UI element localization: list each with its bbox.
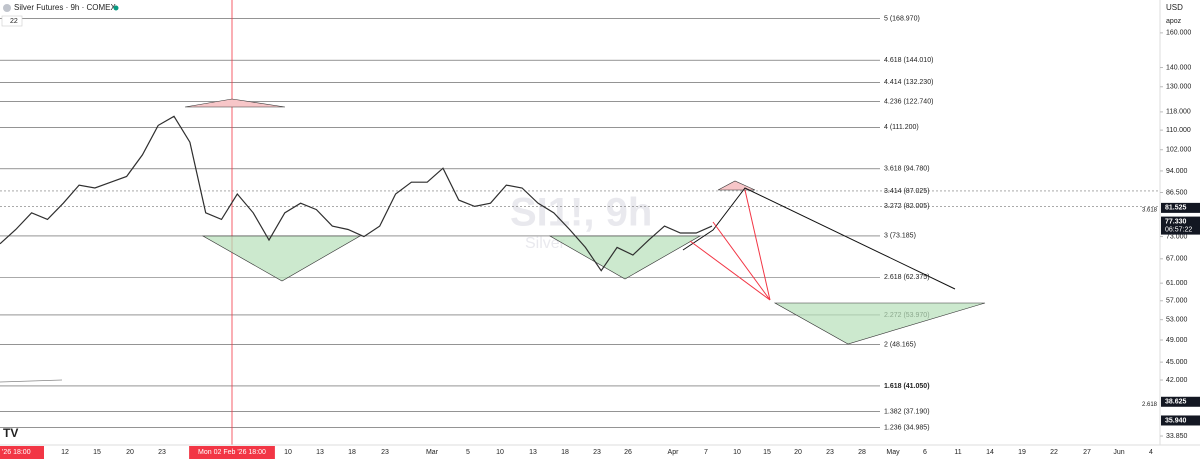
- y-tick-label: 42.000: [1166, 377, 1188, 384]
- fib-level-label: 4.236 (122.740): [884, 99, 933, 106]
- y-tick-label: 118.000: [1166, 109, 1191, 116]
- currency: USD: [1166, 3, 1183, 12]
- x-tick-label: 15: [763, 449, 771, 456]
- x-tick-label: Mar: [426, 449, 439, 456]
- x-tick-label: 18: [348, 449, 356, 456]
- x-tick-label: 20: [794, 449, 802, 456]
- price-tag-label: 81.525: [1165, 205, 1187, 212]
- y-tick-label: 61.000: [1166, 280, 1188, 287]
- projection-line: [744, 189, 771, 301]
- fib-level-label: 3.272 (82.005): [884, 203, 930, 210]
- x-tick-label: 15: [93, 449, 101, 456]
- price-tag: [1161, 202, 1200, 213]
- x-tick-label: 19: [1018, 449, 1026, 456]
- y-tick-label: 33.850: [1166, 433, 1188, 440]
- fib-level-label: 5 (168.970): [884, 16, 920, 23]
- watermark-symbol: SI1!, 9h: [510, 191, 652, 235]
- y-tick-label: 86.500: [1166, 189, 1188, 196]
- x-tick-label: 22: [1050, 449, 1058, 456]
- fib-level-label: 3.414 (87.025): [884, 188, 930, 195]
- pattern-triangle: [201, 235, 362, 282]
- x-tick-label: 18: [561, 449, 569, 456]
- y-tick-label: 49.000: [1166, 337, 1188, 344]
- x-tick-label: 14: [986, 449, 994, 456]
- y-tick-label: 160.000: [1166, 30, 1191, 37]
- market-status: [113, 5, 119, 11]
- target-triangle: [773, 302, 986, 345]
- price-tag: [1161, 415, 1200, 426]
- trend-line: [0, 379, 63, 383]
- x-tick-label: 7: [704, 449, 708, 456]
- fib-level-label: 1.382 (37.190): [884, 408, 930, 415]
- x-tick-label: '26 18:00: [2, 449, 31, 456]
- x-tick-label: 10: [496, 449, 504, 456]
- x-tick-label: 28: [858, 449, 866, 456]
- fib-level-label: 4 (111.200): [884, 124, 919, 131]
- y-tick-label: 94.000: [1166, 168, 1188, 175]
- indicator-count: 22: [10, 18, 18, 25]
- y-tick-label: 53.000: [1166, 316, 1188, 323]
- x-tick-label: Mon 02 Feb '26 18:00: [198, 449, 266, 456]
- symbol-icon: [3, 4, 11, 12]
- x-tick-label: 10: [284, 449, 292, 456]
- fib-level-label: 2 (48.165): [884, 341, 916, 348]
- y-tick-label: 130.000: [1166, 84, 1191, 91]
- y-tick-label: 140.000: [1166, 64, 1191, 71]
- x-tick-label: 11: [954, 449, 961, 456]
- x-tick-label: 13: [316, 449, 324, 456]
- price-line: [0, 115, 713, 272]
- scale-mode: apoz: [1166, 18, 1182, 25]
- price-tag-label: 77.330: [1165, 218, 1187, 225]
- x-tick-label: 20: [126, 449, 134, 456]
- x-tick-label: 23: [593, 449, 601, 456]
- y-tick-label: 73.000: [1166, 233, 1188, 240]
- x-tick-label: Jun: [1113, 449, 1124, 456]
- y-tick-label: 110.000: [1166, 127, 1191, 134]
- axis-note: 3.618: [1142, 207, 1158, 213]
- x-tick-label: May: [886, 449, 900, 456]
- fib-level-label: 1.236 (34.985): [884, 424, 930, 431]
- y-tick-label: 57.000: [1166, 298, 1188, 305]
- price-tag: [1161, 216, 1200, 235]
- x-tick-label: 6: [923, 449, 927, 456]
- y-tick-label: 67.000: [1166, 256, 1188, 263]
- y-tick-label: 102.000: [1166, 147, 1191, 154]
- x-tick-label: 4: [1149, 449, 1153, 456]
- x-highlight: [189, 446, 275, 459]
- x-tick-label: 23: [826, 449, 834, 456]
- x-tick-label: 23: [381, 449, 389, 456]
- fib-level-label: 1.618 (41.050): [884, 383, 930, 390]
- fib-level-label: 3.618 (94.780): [884, 166, 930, 173]
- price-tag-label: 35.940: [1165, 417, 1187, 424]
- indicator-toggle[interactable]: [1, 15, 23, 27]
- fib-level-label: 4.618 (144.010): [884, 57, 933, 64]
- x-highlight: [0, 446, 44, 459]
- x-tick-label: 13: [529, 449, 537, 456]
- x-tick-label: Apr: [668, 449, 680, 456]
- peak-triangle: [184, 98, 286, 108]
- x-tick-label: 23: [158, 449, 166, 456]
- logo: TV: [3, 426, 18, 440]
- symbol-title[interactable]: Silver Futures · 9h · COMEX: [14, 3, 116, 12]
- x-tick-label: 5: [466, 449, 470, 456]
- y-tick-label: 45.000: [1166, 359, 1188, 366]
- fib-level-label: 3 (73.185): [884, 233, 916, 240]
- x-tick-label: 27: [1083, 449, 1091, 456]
- x-tick-label: 26: [624, 449, 632, 456]
- axis-note: 2.618: [1142, 402, 1158, 408]
- fib-level-label: 2.618 (62.375): [884, 274, 930, 281]
- countdown: 06:57:22: [1165, 226, 1192, 233]
- x-tick-label: 12: [61, 449, 69, 456]
- price-tag: [1161, 396, 1200, 407]
- x-tick-label: 10: [733, 449, 741, 456]
- pattern-triangle: [548, 235, 702, 280]
- projection-line: [682, 187, 956, 290]
- peak-triangle: [717, 180, 756, 191]
- price-tag-label: 38.625: [1165, 399, 1187, 406]
- fib-level-label: 4.414 (132.230): [884, 79, 933, 86]
